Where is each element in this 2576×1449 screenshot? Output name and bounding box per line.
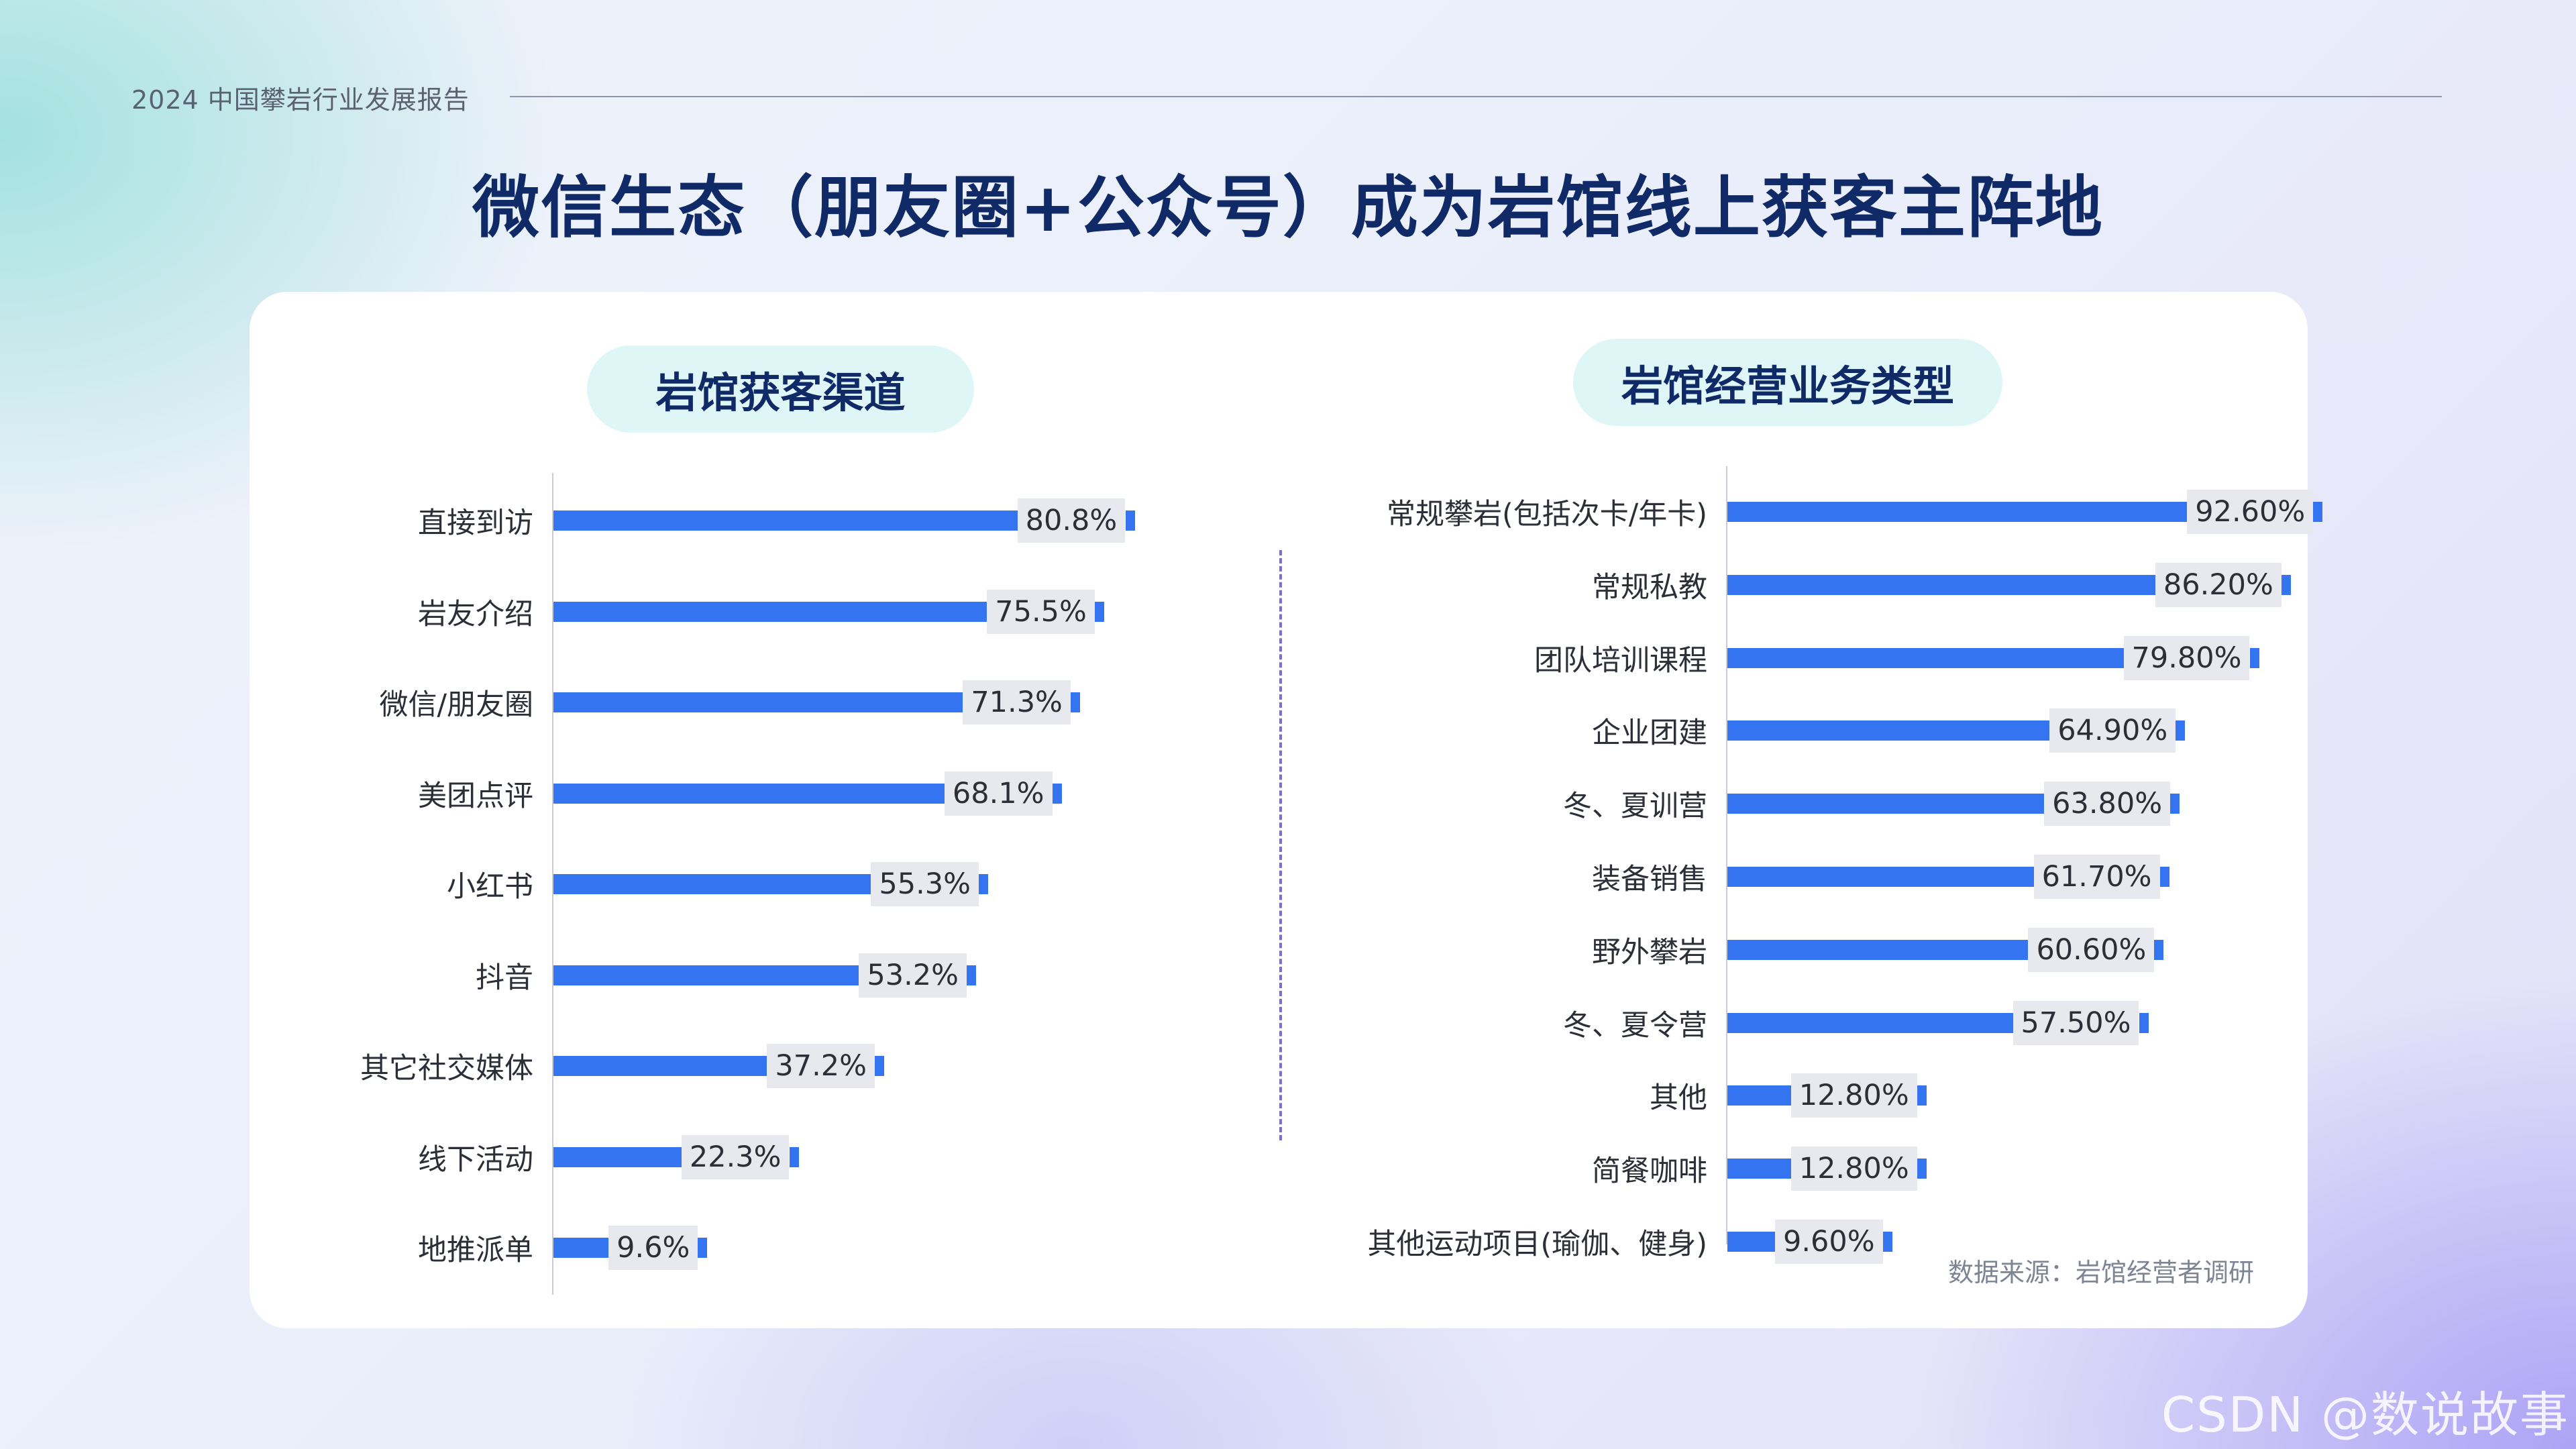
category-label: 其他运动项目(瑜伽、健身) [1367, 1228, 1707, 1261]
bar [553, 965, 859, 985]
watermark: CSDN @数说故事 [2161, 1387, 2569, 1443]
page-title: 微信生态（朋友圈+公众号）成为岩馆线上获客主阵地 [472, 168, 2104, 247]
y-axis-line [552, 473, 553, 1295]
data-label: 22.3% [681, 1134, 790, 1179]
category-label: 团队培训课程 [1534, 643, 1707, 678]
data-label: 12.80% [1790, 1073, 1917, 1118]
bar-end-cap [2249, 647, 2259, 668]
category-label: 常规攀岩(包括次卡/年卡) [1386, 498, 1707, 531]
data-label: 61.70% [2033, 855, 2160, 899]
bar-end-cap [1095, 601, 1105, 622]
bar [553, 1056, 767, 1076]
category-label: 美团点评 [418, 779, 533, 813]
chart-title-business-types: 岩馆经营业务类型 [1573, 339, 2002, 426]
category-label: 直接到访 [418, 506, 533, 540]
bar [553, 1238, 609, 1258]
category-label: 地推派单 [418, 1234, 533, 1267]
data-label: 68.1% [944, 771, 1053, 816]
bar [1727, 647, 2124, 668]
category-label: 其它社交媒体 [360, 1052, 533, 1085]
data-label: 63.80% [2044, 782, 2171, 826]
bar [1727, 1085, 1791, 1106]
bar-end-cap [967, 965, 977, 985]
data-label: 75.5% [987, 589, 1095, 634]
chart-divider [1279, 550, 1282, 1140]
data-label: 60.60% [2028, 927, 2155, 972]
bar-end-cap [2154, 939, 2164, 960]
data-label: 9.6% [608, 1226, 698, 1270]
bar [1727, 1232, 1776, 1252]
bar-end-cap [1052, 783, 1062, 804]
y-axis-line [1726, 466, 1727, 1244]
bar [1727, 502, 2188, 522]
bar [1727, 794, 2045, 814]
bar [553, 783, 945, 804]
bar-end-cap [2313, 502, 2323, 522]
bar [1727, 1159, 1791, 1179]
bar-end-cap [2170, 794, 2180, 814]
data-label: 80.8% [1017, 498, 1126, 543]
source-note: 数据来源：岩馆经营者调研 [1947, 1258, 2254, 1287]
bar-end-cap [1071, 692, 1081, 712]
bar-end-cap [1125, 511, 1135, 531]
bar-end-cap [1883, 1232, 1893, 1252]
bar-end-cap [789, 1146, 799, 1167]
bar-end-cap [2176, 720, 2186, 741]
bar-end-cap [1917, 1085, 1927, 1106]
category-label: 其他 [1650, 1081, 1707, 1116]
bar [553, 692, 963, 712]
data-label: 79.80% [2123, 635, 2250, 680]
bar-end-cap [2281, 574, 2291, 595]
bar-end-cap [979, 874, 989, 894]
category-label: 抖音 [476, 961, 533, 995]
bar [1727, 1012, 2013, 1033]
header-divider [510, 96, 2442, 97]
data-label: 92.60% [2187, 490, 2314, 534]
bar-end-cap [698, 1238, 708, 1258]
data-label: 55.3% [871, 862, 979, 906]
category-label: 线下活动 [418, 1142, 533, 1177]
bar [553, 601, 987, 622]
category-label: 微信/朋友圈 [379, 688, 534, 722]
bar [553, 511, 1018, 531]
bar [553, 1146, 682, 1167]
category-label: 冬、夏令营 [1563, 1008, 1707, 1042]
data-label: 57.50% [2012, 1000, 2139, 1045]
bar-end-cap [1917, 1159, 1927, 1179]
category-label: 冬、夏训营 [1563, 790, 1707, 824]
category-label: 岩友介绍 [418, 597, 533, 631]
category-label: 常规私教 [1592, 570, 1707, 604]
bar-end-cap [2139, 1012, 2149, 1033]
data-label: 9.60% [1775, 1220, 1883, 1264]
data-label: 12.80% [1790, 1146, 1917, 1191]
category-label: 企业团建 [1592, 716, 1707, 751]
category-label: 装备销售 [1592, 863, 1707, 896]
bar-end-cap [875, 1056, 885, 1076]
data-label: 86.20% [2155, 562, 2282, 607]
report-header-label: 2024 中国攀岩行业发展报告 [131, 85, 470, 115]
bar [1727, 939, 2029, 960]
category-label: 野外攀岩 [1592, 935, 1707, 969]
data-label: 64.90% [2049, 708, 2176, 753]
category-label: 小红书 [447, 870, 533, 904]
chart-title-acquisition-channels: 岩馆获客渠道 [587, 345, 974, 433]
bar [553, 874, 871, 894]
bar [1727, 867, 2034, 887]
data-label: 53.2% [859, 953, 967, 998]
bar-end-cap [2159, 867, 2169, 887]
category-label: 简餐咖啡 [1592, 1155, 1707, 1189]
bar [1727, 574, 2155, 595]
data-label: 71.3% [963, 680, 1071, 724]
data-label: 37.2% [767, 1044, 875, 1088]
bar [1727, 720, 2050, 741]
